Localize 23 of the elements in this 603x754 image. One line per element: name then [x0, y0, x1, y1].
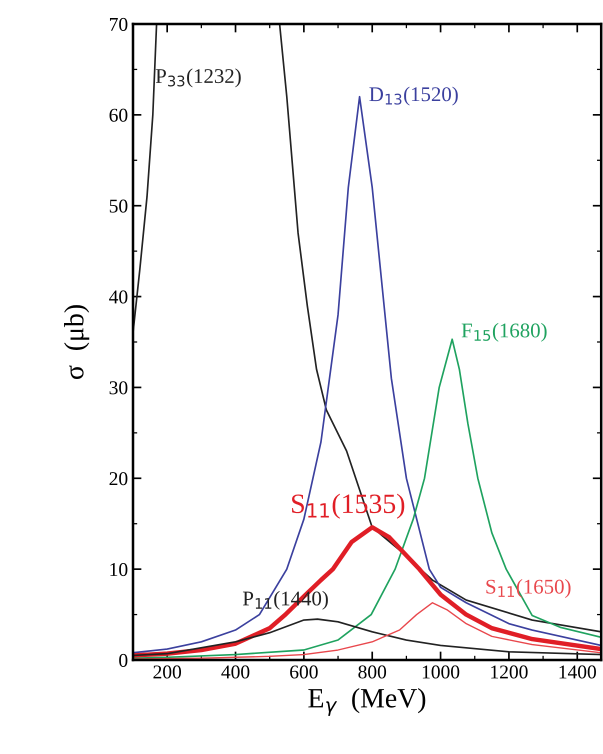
y-tick-label: 10 — [110, 562, 128, 576]
series-label: F$_{15}$(1680) — [462, 322, 547, 342]
line-series — [133, 618, 602, 656]
y-tick-label: 40 — [109, 290, 128, 304]
x-tick-label: 800 — [358, 665, 386, 679]
x-axis-title: E$_{γ}$ (MeV) — [308, 688, 426, 716]
y-tick-label: 50 — [110, 200, 128, 213]
y-axis-title: σ (μb) — [64, 305, 90, 380]
x-tick-label: 600 — [290, 665, 318, 679]
line-series — [133, 525, 602, 658]
series-label: D$_{13}$(1520) — [369, 86, 458, 106]
y-tick-label: 60 — [110, 108, 128, 122]
x-tick-label: 1200 — [491, 665, 528, 679]
x-tick-label: 1400 — [560, 665, 596, 679]
y-tick-label: 20 — [110, 472, 128, 486]
series-label: S$_{11}$(1650) — [486, 579, 571, 598]
x-tick-label: 200 — [153, 665, 182, 679]
series-label: P$_{33}$(1232) — [156, 68, 241, 88]
y-tick-label: 0 — [119, 654, 128, 667]
y-tick-label: 30 — [110, 381, 128, 394]
x-tick-label: 1000 — [422, 665, 460, 679]
y-tick-label: 70 — [110, 18, 128, 31]
x-tick-label: 400 — [221, 665, 250, 679]
